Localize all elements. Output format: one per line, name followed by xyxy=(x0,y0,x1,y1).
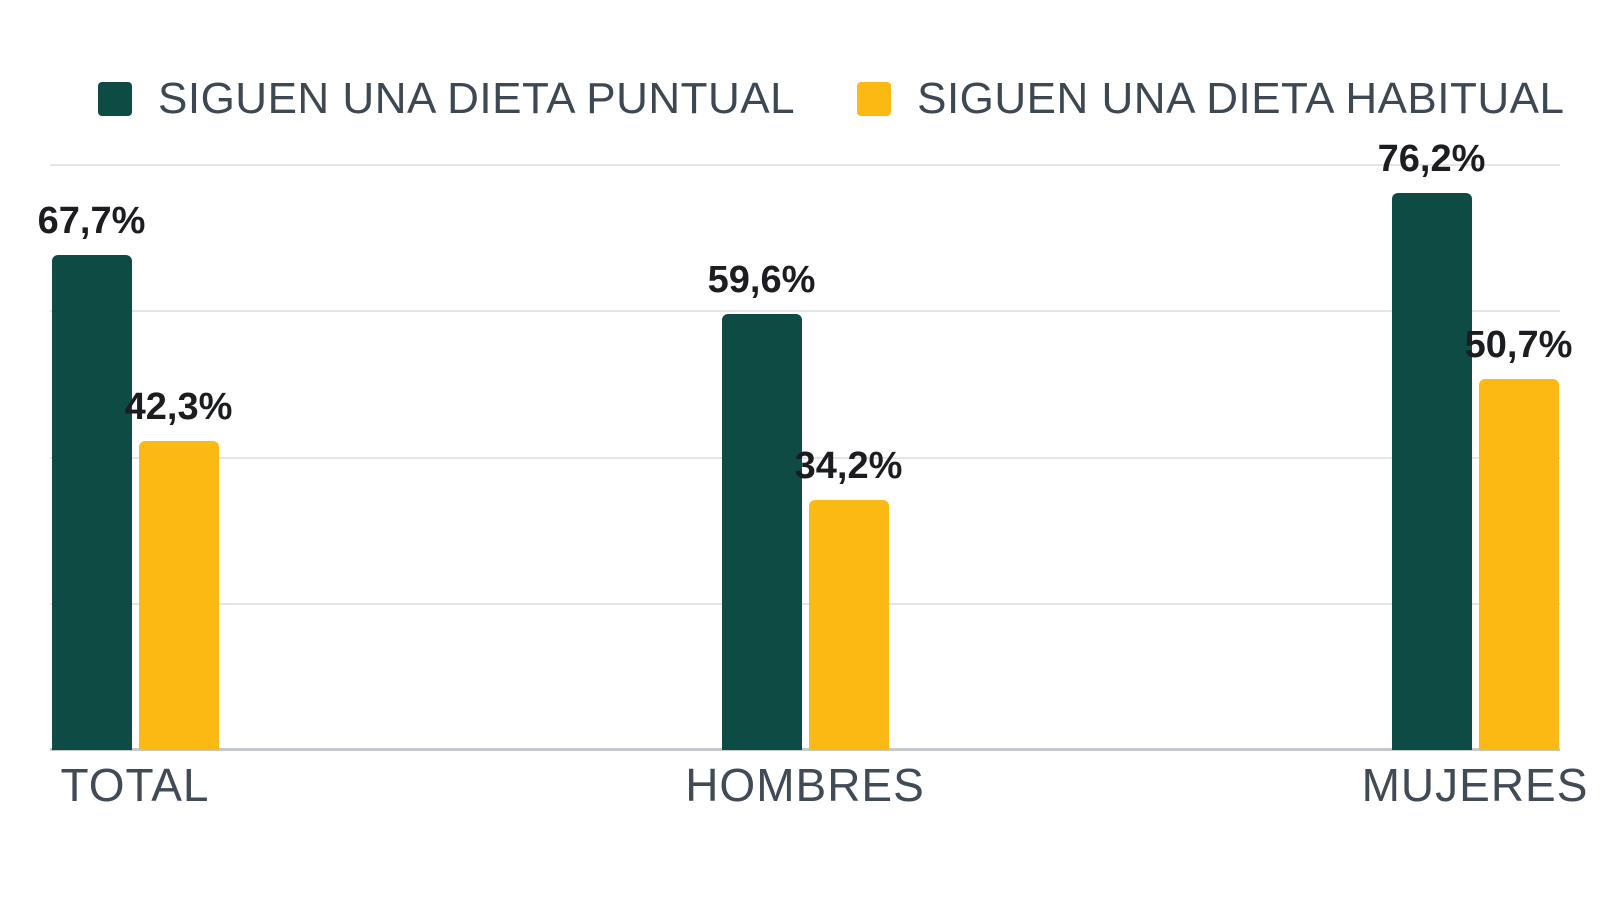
x-axis-baseline xyxy=(50,748,1560,751)
legend-swatch-habitual-icon xyxy=(857,82,892,116)
bar-mujeres-series-0 xyxy=(1391,192,1472,750)
bar-group-mujeres: 76,2% 50,7% xyxy=(1378,138,1572,750)
gridline-40 xyxy=(50,456,1560,459)
bar-group-total: 67,7% 42,3% xyxy=(38,140,232,750)
legend-label-puntual: SIGUEN UNA DIETA PUNTUAL xyxy=(158,74,796,123)
legend-item-dieta-habitual: SIGUEN UNA DIETA HABITUAL xyxy=(857,74,1564,124)
value-label-mujeres-series-1: 50,7% xyxy=(1464,324,1573,367)
bar-hombres-series-0 xyxy=(721,314,802,750)
value-label-hombres-series-1: 34,2% xyxy=(794,444,903,487)
bar-mujeres-series-1 xyxy=(1478,379,1559,750)
bar-hombres-series-1 xyxy=(808,499,889,750)
gridline-60 xyxy=(50,310,1560,313)
gridline-20 xyxy=(50,602,1560,605)
legend-label-habitual: SIGUEN UNA DIETA HABITUAL xyxy=(917,74,1565,123)
category-label-total: TOTAL xyxy=(60,759,210,811)
category-label-mujeres: MUJERES xyxy=(1361,759,1589,811)
bar-total-series-1 xyxy=(138,440,219,750)
gridline-80 xyxy=(50,164,1560,167)
bar-group-hombres: 59,6% 34,2% xyxy=(708,140,902,750)
legend-swatch-puntual-icon xyxy=(98,82,132,116)
value-label-total-series-0: 67,7% xyxy=(37,199,146,242)
category-label-hombres: HOMBRES xyxy=(685,759,925,811)
value-label-total-series-1: 42,3% xyxy=(124,385,233,428)
value-label-mujeres-series-0: 76,2% xyxy=(1377,137,1486,180)
legend: SIGUEN UNA DIETA PUNTUAL SIGUEN UNA DIET… xyxy=(98,74,1564,124)
legend-item-dieta-puntual: SIGUEN UNA DIETA PUNTUAL xyxy=(98,74,795,124)
bar-total-series-0 xyxy=(51,254,132,750)
value-label-hombres-series-0: 59,6% xyxy=(707,259,816,302)
plot-area: 67,7% 42,3% 59,6% 34,2% 76,2% 50,7% xyxy=(38,138,1572,751)
